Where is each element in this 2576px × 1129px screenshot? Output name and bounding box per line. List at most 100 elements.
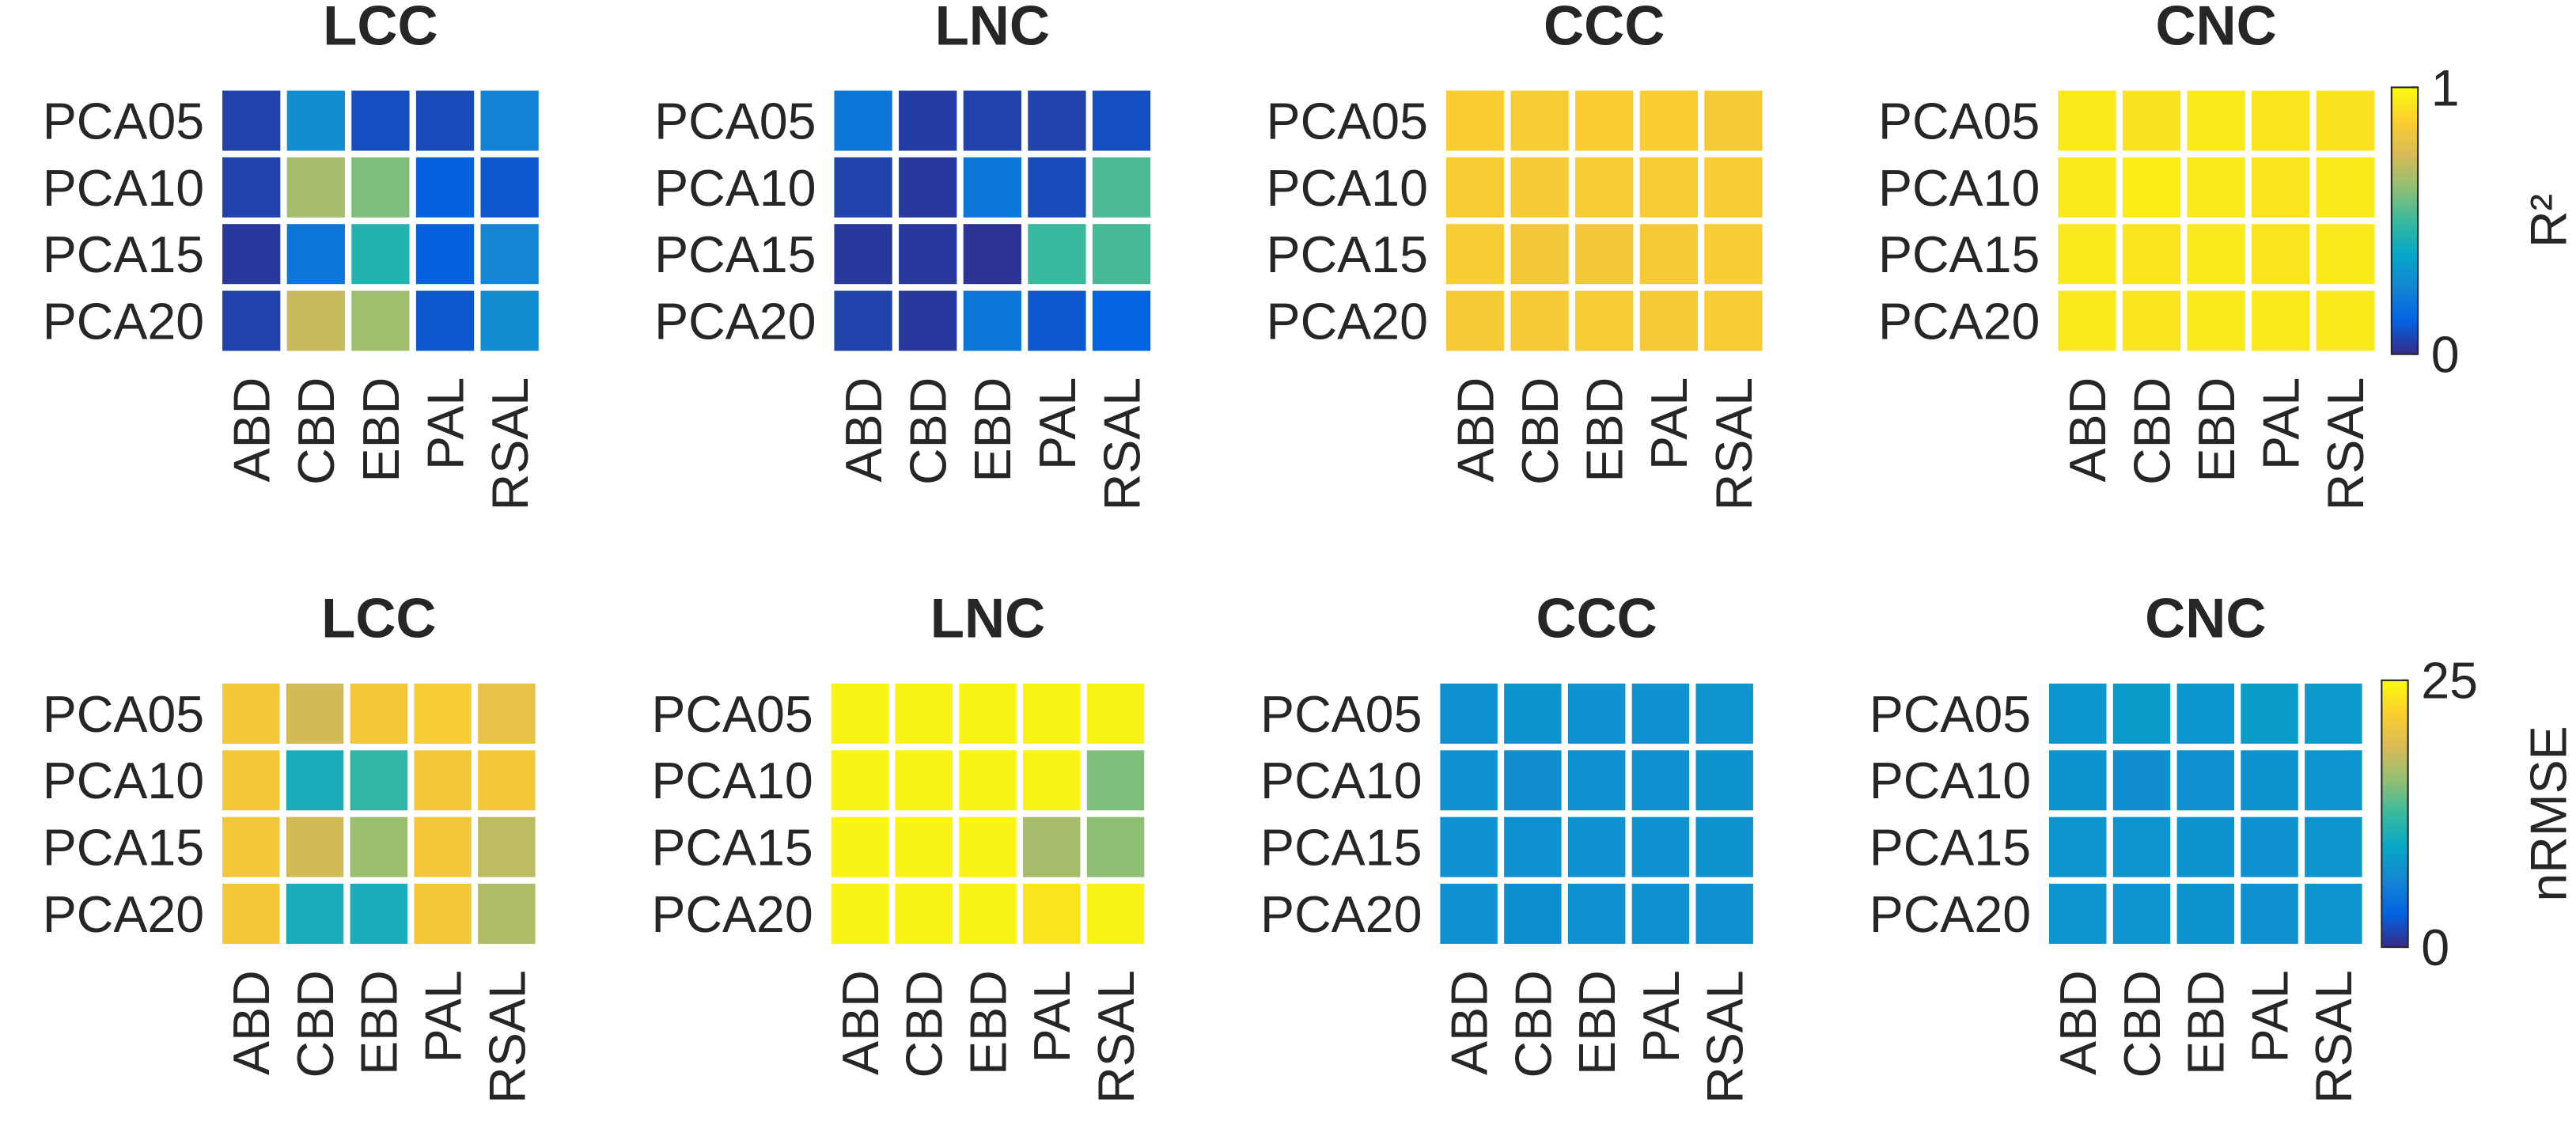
heatmap-cell — [959, 816, 1017, 877]
y-tick-label: PCA05 — [43, 93, 204, 150]
heatmap-cell — [1631, 883, 1690, 944]
heatmap-cell — [1023, 684, 1081, 744]
heatmap-cell — [899, 290, 957, 351]
heatmap-cell — [222, 684, 280, 744]
heatmap-cell — [1504, 750, 1562, 811]
heatmap-cell — [2058, 224, 2116, 285]
y-tick-label: PCA15 — [654, 226, 816, 283]
heatmap-cell — [1695, 883, 1753, 944]
heatmap-cell — [959, 750, 1017, 811]
heatmap-cell — [414, 816, 472, 877]
heatmap-cell — [2176, 816, 2235, 877]
heatmap-cell — [222, 750, 280, 811]
heatmap-cell — [2122, 290, 2181, 351]
heatmap-cell — [1445, 290, 1505, 351]
heatmap-cell — [2176, 883, 2235, 944]
heatmap-cell — [2112, 883, 2171, 944]
heatmap-cell — [899, 157, 957, 218]
heatmap-cell — [350, 750, 408, 811]
heatmap-cell — [415, 157, 475, 218]
heatmap-cell — [1092, 290, 1151, 351]
heatmap-cell — [963, 157, 1021, 218]
heatmap-cell — [1631, 816, 1690, 877]
heatmap-cell — [1504, 816, 1562, 877]
x-tick-label: ABD — [1447, 377, 1504, 483]
heatmap-cell — [1028, 224, 1086, 285]
x-tick-label: PAL — [2253, 377, 2310, 470]
heatmap-cell — [2122, 157, 2181, 218]
heatmap-cell — [2252, 90, 2310, 151]
panel-title: LNC — [930, 587, 1045, 650]
x-tick-label: EBD — [353, 377, 410, 483]
heatmap-cell — [834, 224, 892, 285]
heatmap-cell — [2058, 90, 2116, 151]
heatmap-cell — [1704, 90, 1763, 151]
heatmap-cell — [1504, 684, 1562, 744]
heatmap-cell — [2049, 750, 2107, 811]
heatmap-cell — [895, 816, 953, 877]
heatmap-cell — [1695, 750, 1753, 811]
heatmap-cell — [895, 684, 953, 744]
x-tick-label: EBD — [2188, 377, 2245, 483]
heatmap-cell — [2049, 816, 2107, 877]
heatmap-cell — [286, 816, 344, 877]
heatmap-cell — [963, 224, 1021, 285]
x-tick-label: ABD — [223, 970, 280, 1075]
heatmap-cell — [2058, 290, 2116, 351]
heatmap-cell — [1023, 750, 1081, 811]
heatmap-cell — [480, 224, 539, 285]
heatmap-cell — [478, 816, 536, 877]
x-tick-label: PAL — [1024, 970, 1081, 1063]
heatmap-cell — [222, 90, 281, 151]
x-tick-label: CBD — [1512, 377, 1569, 485]
heatmap-cell — [1510, 90, 1569, 151]
y-tick-label: PCA20 — [1878, 293, 2040, 350]
heatmap-cell — [478, 883, 536, 944]
heatmap-cell — [222, 816, 280, 877]
heatmap-cell — [2049, 684, 2107, 744]
heatmap-cell — [2187, 90, 2245, 151]
heatmap-cell — [1028, 157, 1086, 218]
heatmap-cell — [2176, 684, 2235, 744]
x-tick-label: PAL — [1029, 377, 1086, 470]
heatmap-cell — [2316, 157, 2374, 218]
heatmap-cell — [1086, 883, 1145, 944]
heatmap-cell — [350, 883, 408, 944]
heatmap-cell — [2252, 224, 2310, 285]
y-tick-label: PCA15 — [1878, 226, 2040, 283]
heatmap-cell — [1704, 157, 1763, 218]
y-tick-label: PCA15 — [43, 226, 204, 283]
heatmap-cell — [2049, 883, 2107, 944]
heatmap-cell — [415, 90, 475, 151]
x-tick-label: CBD — [288, 377, 345, 485]
heatmap-cell — [963, 90, 1021, 151]
colorbar — [2390, 86, 2419, 355]
heatmap-cell — [1704, 290, 1763, 351]
y-tick-label: PCA05 — [43, 686, 204, 743]
heatmap-cell — [2305, 883, 2362, 944]
x-tick-label: ABD — [1441, 970, 1498, 1075]
y-tick-label: PCA05 — [654, 93, 816, 150]
x-tick-label: PAL — [415, 970, 472, 1063]
x-tick-label: EBD — [960, 970, 1017, 1075]
heatmap-cell — [286, 684, 344, 744]
colorbar-label: R² — [2521, 194, 2576, 248]
y-tick-label: PCA20 — [1869, 886, 2031, 943]
heatmap-cell — [286, 90, 345, 151]
heatmap-cell — [286, 157, 345, 218]
heatmap-cell — [414, 883, 472, 944]
y-tick-label: PCA05 — [1260, 686, 1422, 743]
x-tick-label: PAL — [1641, 377, 1698, 470]
y-tick-label: PCA10 — [1869, 752, 2031, 809]
panel-title: LCC — [321, 587, 436, 650]
panel-title: CNC — [2155, 0, 2276, 56]
heatmap-cell — [1631, 684, 1690, 744]
heatmap-cell — [1575, 224, 1634, 285]
heatmap-cell — [2112, 750, 2171, 811]
y-tick-label: PCA20 — [651, 886, 813, 943]
heatmap-cell — [1023, 816, 1081, 877]
heatmap-cell — [1575, 157, 1634, 218]
x-tick-label: EBD — [964, 377, 1021, 483]
y-tick-label: PCA05 — [1869, 686, 2031, 743]
heatmap-cell — [2187, 290, 2245, 351]
